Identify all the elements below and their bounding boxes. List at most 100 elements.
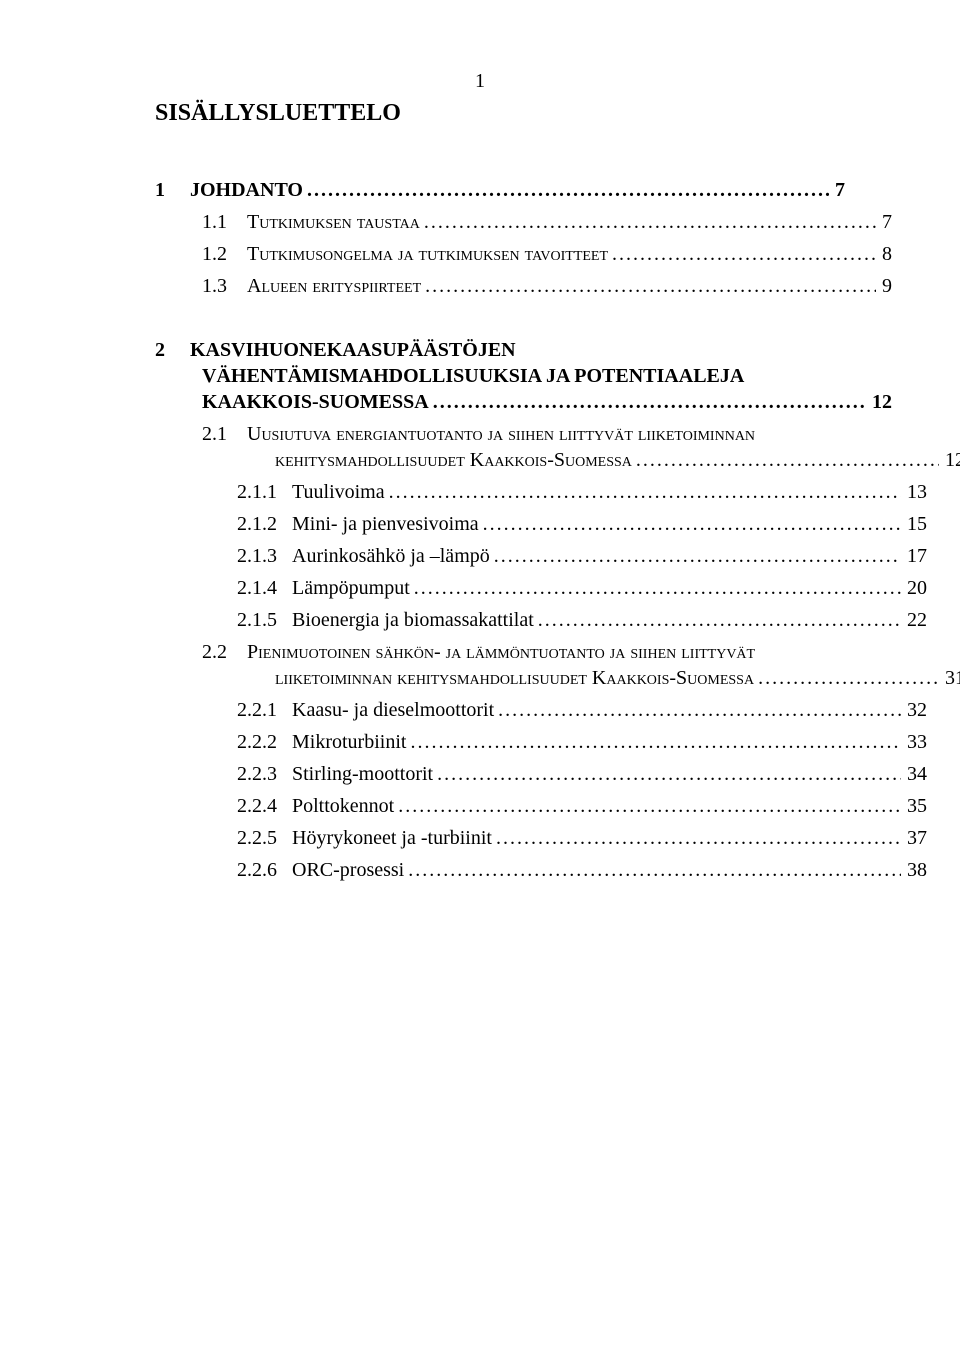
toc-label: ORC-prosessi (292, 857, 408, 883)
toc-page: 7 (876, 209, 892, 235)
toc-number: 2.1.4 (237, 575, 292, 601)
toc-line: 2 KASVIHUONEKAASUPÄÄSTÖJEN (155, 337, 845, 363)
toc-leader (612, 241, 876, 267)
toc-leader (424, 209, 876, 235)
toc-label: Mikroturbiinit (292, 729, 410, 755)
toc-label: liiketoiminnan kehitysmahdollisuudet Kaa… (275, 665, 758, 691)
toc-entry: 1.3 Alueen erityspiirteet9 (155, 273, 892, 299)
toc-line: kehitysmahdollisuudet Kaakkois-Suomessa1… (155, 447, 960, 473)
toc-line: 2.2 Pienimuotoinen sähkön- ja lämmöntuot… (155, 639, 892, 665)
toc-number: 1.2 (202, 241, 247, 267)
toc-number: 2.2.2 (237, 729, 292, 755)
toc-number: 2.1.2 (237, 511, 292, 537)
toc-label: Aurinkosähkö ja –lämpö (292, 543, 494, 569)
toc-page: 38 (901, 857, 927, 883)
toc-page: 17 (901, 543, 927, 569)
toc-number: 1.3 (202, 273, 247, 299)
toc-entry: 2.2.3 Stirling-moottorit 34 (155, 761, 927, 787)
toc-number: 2 (155, 337, 190, 363)
toc-page: 22 (901, 607, 927, 633)
toc-label: Stirling-moottorit (292, 761, 437, 787)
table-of-contents: 1 JOHDANTO 7 1.1 Tutkimuksen taustaa 7 1.2 T… (155, 177, 845, 883)
toc-number: 2.1 (202, 421, 247, 447)
toc-label: Uusiutuva energiantuotanto ja siihen lii… (247, 421, 759, 447)
toc-entry: 2.1.5 Bioenergia ja biomassakattilat 22 (155, 607, 927, 633)
toc-number: 1.1 (202, 209, 247, 235)
toc-label: Tutkimusongelma ja tutkimuksen tavoittee… (247, 241, 612, 267)
toc-label: Pienimuotoinen sähkön- ja lämmöntuotanto… (247, 639, 759, 665)
toc-number: 2.2.4 (237, 793, 292, 819)
toc-leader (398, 793, 901, 819)
toc-leader (538, 607, 901, 633)
toc-entry: 2.2.5 Höyrykoneet ja -turbiinit37 (155, 825, 927, 851)
toc-page: 33 (901, 729, 927, 755)
toc-label: Tutkimuksen taustaa (247, 209, 424, 235)
toc-label: Bioenergia ja biomassakattilat (292, 607, 538, 633)
toc-number: 2.2.5 (237, 825, 292, 851)
toc-page: 31 (939, 665, 960, 691)
toc-number: 2.1.5 (237, 607, 292, 633)
toc-leader (498, 697, 901, 723)
toc-entry: 2.2.1 Kaasu- ja dieselmoottorit 32 (155, 697, 927, 723)
toc-entry: 2.2.6 ORC-prosessi 38 (155, 857, 927, 883)
document-page: 1 SISÄLLYSLUETTELO 1 JOHDANTO71.1 Tutkim… (0, 0, 960, 1365)
toc-leader (494, 543, 901, 569)
toc-label: KASVIHUONEKAASUPÄÄSTÖJEN (190, 337, 520, 363)
toc-label: JOHDANTO (190, 177, 307, 203)
toc-number: 2.1.1 (237, 479, 292, 505)
toc-leader (389, 479, 901, 505)
toc-leader (414, 575, 901, 601)
toc-entry: 2.2 Pienimuotoinen sähkön- ja lämmöntuot… (155, 639, 845, 691)
toc-entry: 2.1.2 Mini- ja pienvesivoima 15 (155, 511, 927, 537)
toc-number: 1 (155, 177, 190, 203)
toc-entry: 2.1 Uusiutuva energiantuotanto ja siihen… (155, 421, 845, 473)
page-number: 1 (475, 70, 485, 93)
toc-page: 13 (901, 479, 927, 505)
toc-entry: 2.2.2 Mikroturbiinit 33 (155, 729, 927, 755)
toc-label: VÄHENTÄMISMAHDOLLISUUKSIA JA POTENTIAALE… (202, 363, 748, 389)
toc-page: 7 (829, 177, 845, 203)
toc-page: 35 (901, 793, 927, 819)
toc-title: SISÄLLYSLUETTELO (155, 100, 845, 127)
toc-entry: 2.1.1 Tuulivoima 13 (155, 479, 927, 505)
toc-label: Tuulivoima (292, 479, 389, 505)
toc-line: liiketoiminnan kehitysmahdollisuudet Kaa… (155, 665, 960, 691)
toc-leader (496, 825, 901, 851)
toc-entry: 1 JOHDANTO 7 (155, 177, 845, 203)
toc-page: 9 (876, 273, 892, 299)
toc-leader (433, 389, 866, 415)
toc-number: 2.1.3 (237, 543, 292, 569)
toc-entry: 1.1 Tutkimuksen taustaa 7 (155, 209, 892, 235)
toc-line: 2.1 Uusiutuva energiantuotanto ja siihen… (155, 421, 892, 447)
toc-leader (758, 665, 939, 691)
toc-label: Kaasu- ja dieselmoottorit (292, 697, 498, 723)
toc-leader (437, 761, 901, 787)
toc-number: 2.2.1 (237, 697, 292, 723)
toc-entry: 2.2.4 Polttokennot 35 (155, 793, 927, 819)
toc-leader (408, 857, 901, 883)
toc-number: 2.2 (202, 639, 247, 665)
toc-line: KAAKKOIS-SUOMESSA 12 (155, 389, 892, 415)
toc-entry: 2.1.4 Lämpöpumput 20 (155, 575, 927, 601)
toc-number: 2.2.3 (237, 761, 292, 787)
toc-page: 32 (901, 697, 927, 723)
toc-leader (307, 177, 829, 203)
toc-label: Höyrykoneet ja -turbiinit (292, 825, 496, 851)
toc-entry: 1.2 Tutkimusongelma ja tutkimuksen tavoi… (155, 241, 892, 267)
toc-label: Lämpöpumput (292, 575, 414, 601)
toc-entry: 2 KASVIHUONEKAASUPÄÄSTÖJENVÄHENTÄMISMAHD… (155, 337, 845, 415)
toc-page: 8 (876, 241, 892, 267)
toc-page: 20 (901, 575, 927, 601)
toc-number: 2.2.6 (237, 857, 292, 883)
toc-label: KAAKKOIS-SUOMESSA (202, 389, 433, 415)
toc-leader (425, 273, 876, 299)
toc-page: 12 (866, 389, 892, 415)
toc-leader (636, 447, 939, 473)
toc-page: 12 (939, 447, 960, 473)
toc-label: Polttokennot (292, 793, 398, 819)
toc-leader (410, 729, 901, 755)
toc-leader (483, 511, 901, 537)
toc-label: Mini- ja pienvesivoima (292, 511, 483, 537)
toc-page: 34 (901, 761, 927, 787)
toc-page: 15 (901, 511, 927, 537)
